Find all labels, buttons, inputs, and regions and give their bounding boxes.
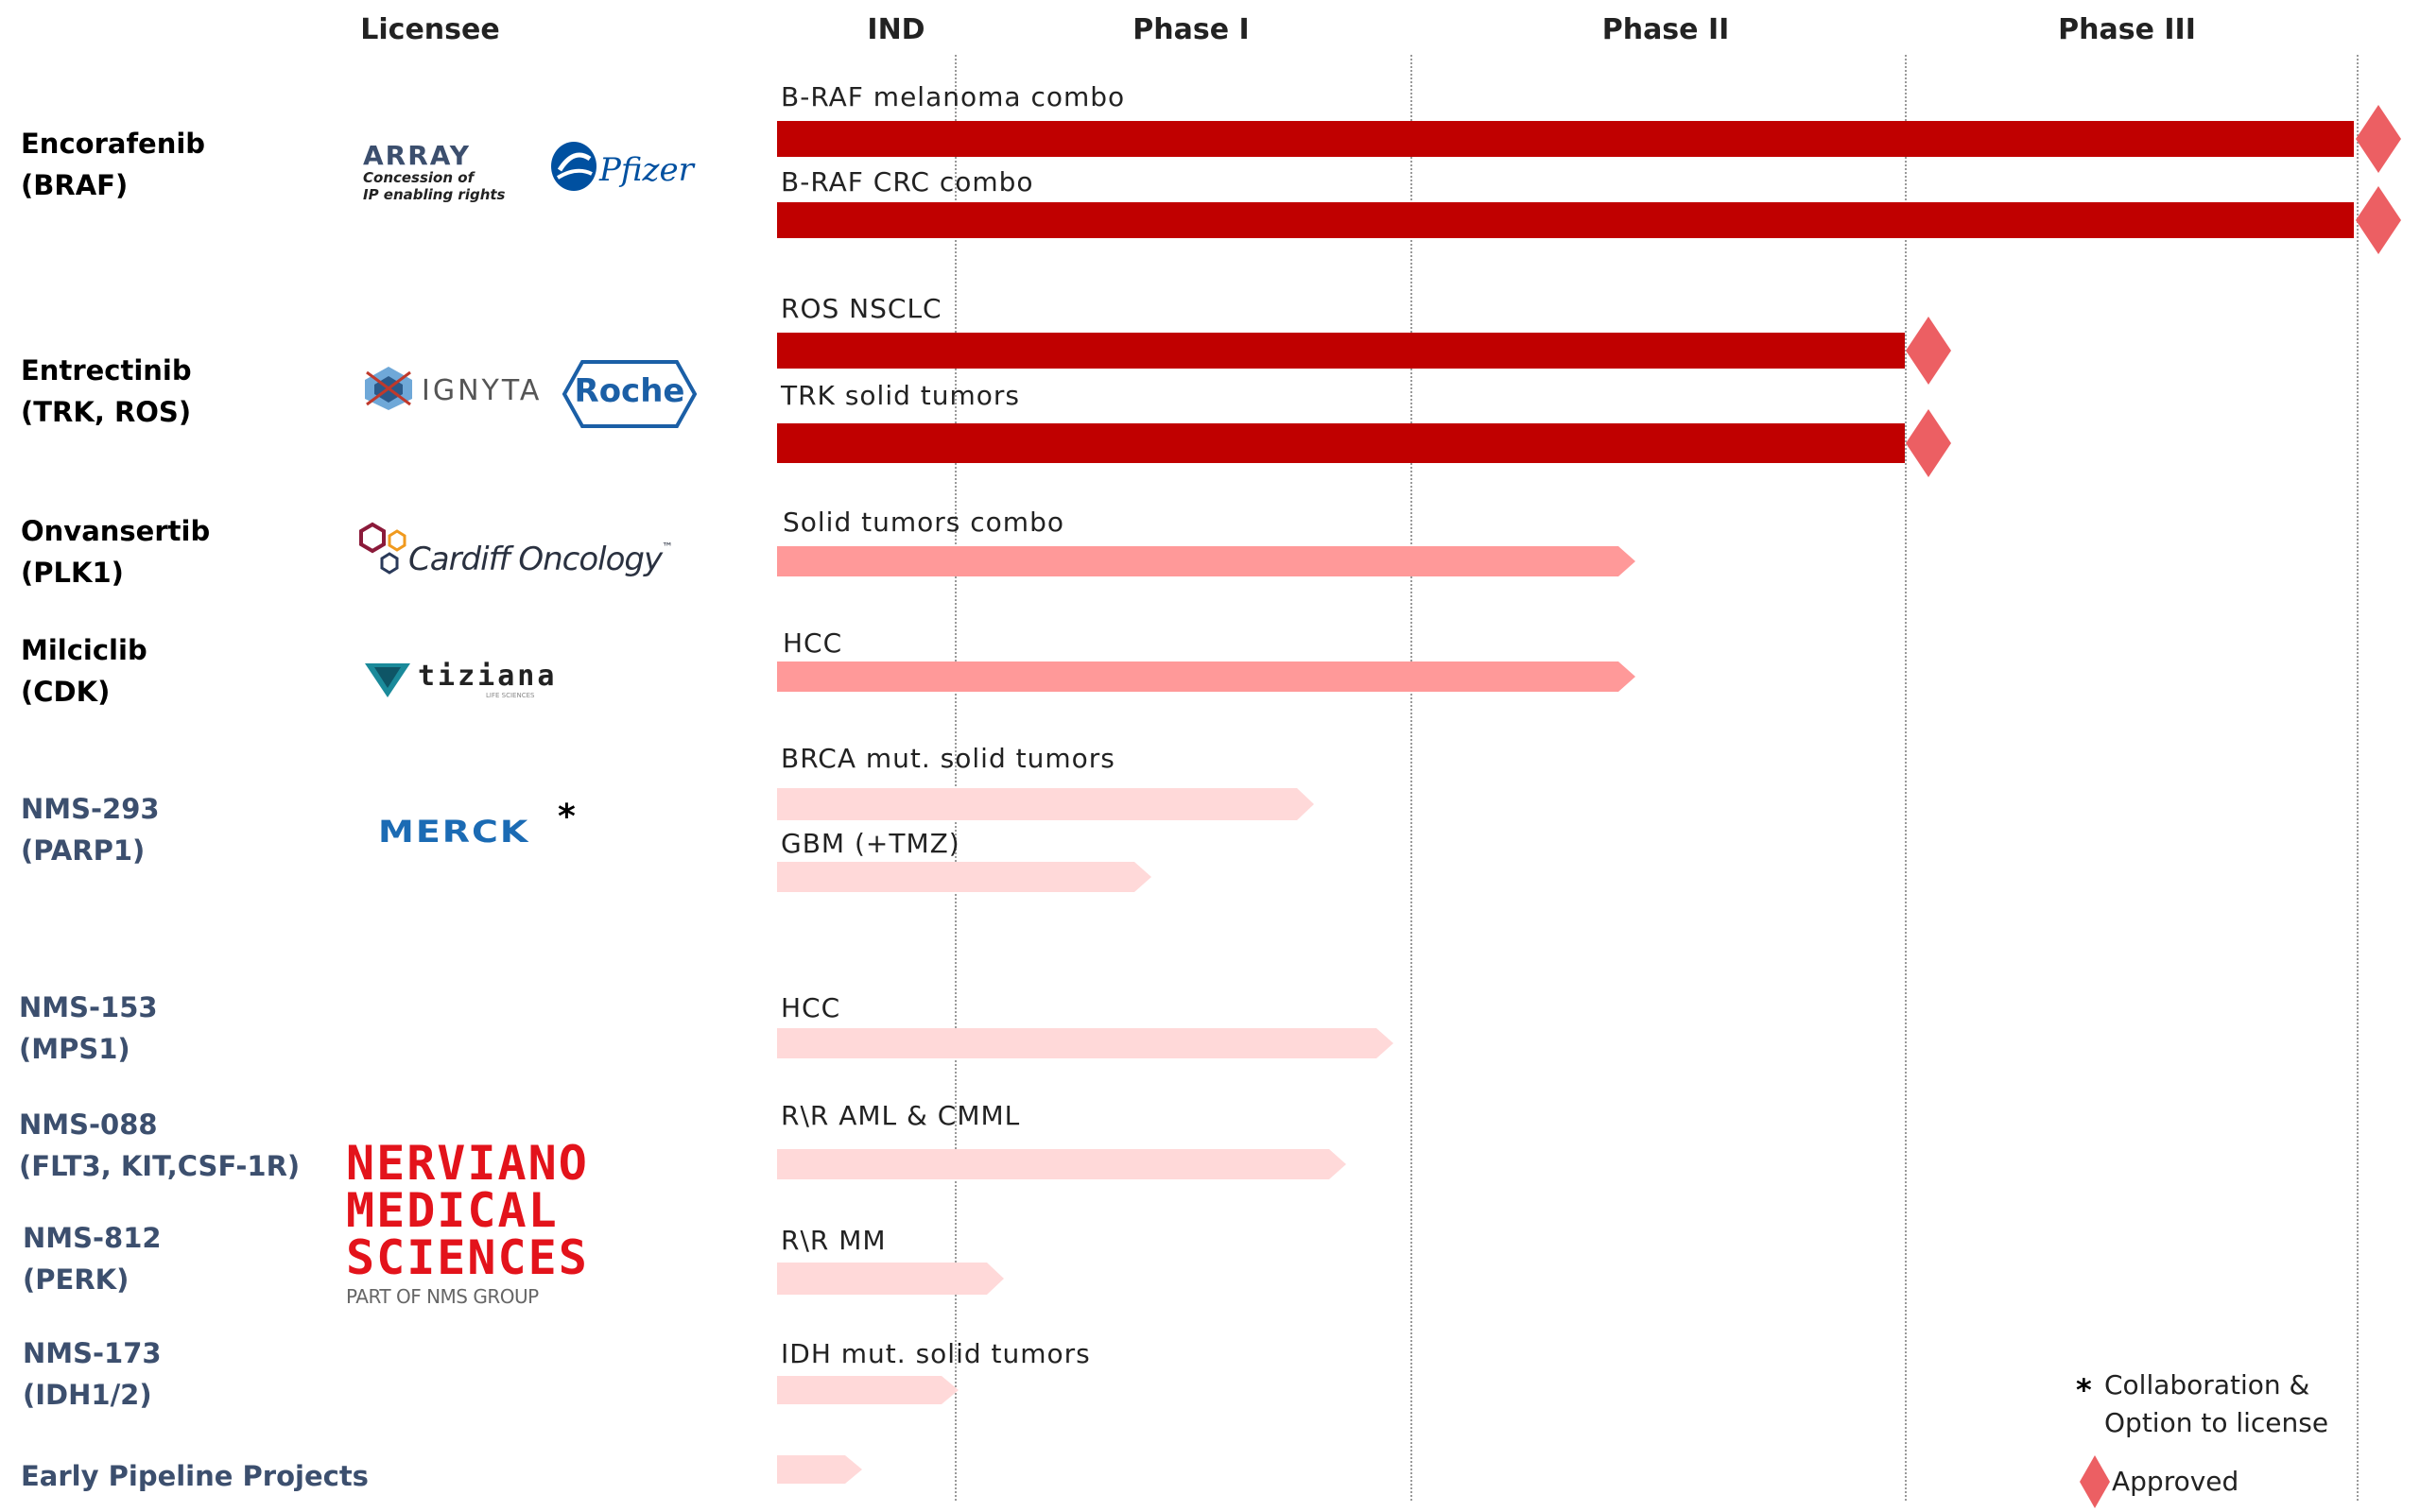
drug-onvansertib: Onvansertib (PLK1) [21,515,211,589]
drug-nms-293: NMS-293 (PARP1) [21,793,160,867]
array-logo: ARRAY Concession of IP enabling rights [363,140,506,203]
drug-nms-812: NMS-812 (PERK) [23,1222,162,1296]
drug-entrectinib: Entrectinib (TRK, ROS) [21,354,192,428]
merck-logo: MERCK * [378,798,576,850]
pfizer-mark-icon [551,142,596,191]
program-bar-approved [777,202,2354,238]
approved-diamond-icon [1906,317,1951,385]
drug-encorafenib: Encorafenib (BRAF) [21,128,206,201]
approved-diamond-icon [2080,1455,2110,1508]
drug-nms-173: NMS-173 (IDH1/2) [23,1337,162,1411]
approved-diamond-icon [1906,409,1951,477]
program-bar-early [777,1263,1004,1295]
header-licensee: Licensee [360,13,500,46]
nerviano-logo: NERVIANO MEDICAL SCIENCES PART OF NMS GR… [346,1136,589,1308]
program-bar-early [777,1455,862,1484]
approved-diamond-icon [2356,105,2401,173]
ignyta-mark-icon [365,367,412,410]
program-bar-phase2 [777,662,1635,692]
program-label: Solid tumors combo [783,507,1064,538]
program-label: IDH mut. solid tumors [781,1338,1091,1369]
roche-logo: Roche [562,359,698,429]
drug-early-pipeline: Early Pipeline Projects [21,1460,369,1492]
program-label: ROS NSCLC [781,293,942,324]
program-bar-early [777,1028,1393,1058]
divider-phase1-phase2 [1410,55,1412,1501]
program-label: HCC [781,992,841,1023]
tiziana-mark-icon [365,663,410,697]
program-bar-early [777,862,1151,892]
legend-collab-line1: Collaboration & [2104,1369,2310,1400]
legend: * Collaboration & Option to license Appr… [2076,1366,2360,1508]
divider-phase3-end [2357,55,2359,1501]
header-ind: IND [867,13,925,46]
program-label: BRCA mut. solid tumors [781,743,1115,774]
program-label: HCC [783,627,843,659]
header-phase2: Phase II [1601,13,1730,46]
drug-milciclib: Milciclib (CDK) [21,634,147,708]
header-phase3: Phase III [2058,13,2196,46]
program-label: B-RAF CRC combo [781,166,1034,198]
program-label: R\R AML & CMML [781,1100,1021,1131]
program-bar-phase2 [777,546,1635,576]
program-label: B-RAF melanoma combo [781,81,1126,112]
program-bar-approved [777,121,2354,157]
drug-nms-153: NMS-153 (MPS1) [19,991,158,1065]
header-phase1: Phase I [1132,13,1250,46]
divider-phase2-phase3 [1905,55,1907,1501]
program-label: GBM (+TMZ) [781,828,960,859]
roche-hexagon-icon [562,360,698,428]
program-bar-early [777,788,1314,820]
approved-diamond-icon [2356,186,2401,254]
program-bar-early [777,1149,1346,1179]
program-label: TRK solid tumors [781,380,1021,411]
program-bar-approved [777,333,1905,369]
legend-approved: Approved [2112,1466,2239,1497]
program-bar-approved [777,423,1905,463]
program-bar-early [777,1376,959,1404]
program-label: R\R MM [781,1225,887,1256]
cardiff-hexagons-icon [359,522,406,575]
legend-asterisk: * [2076,1372,2092,1408]
divider-ind-phase1 [955,55,957,1501]
legend-collab-line2: Option to license [2104,1407,2329,1438]
drug-nms-088: NMS-088 (FLT3, KIT,CSF-1R) [19,1108,301,1182]
